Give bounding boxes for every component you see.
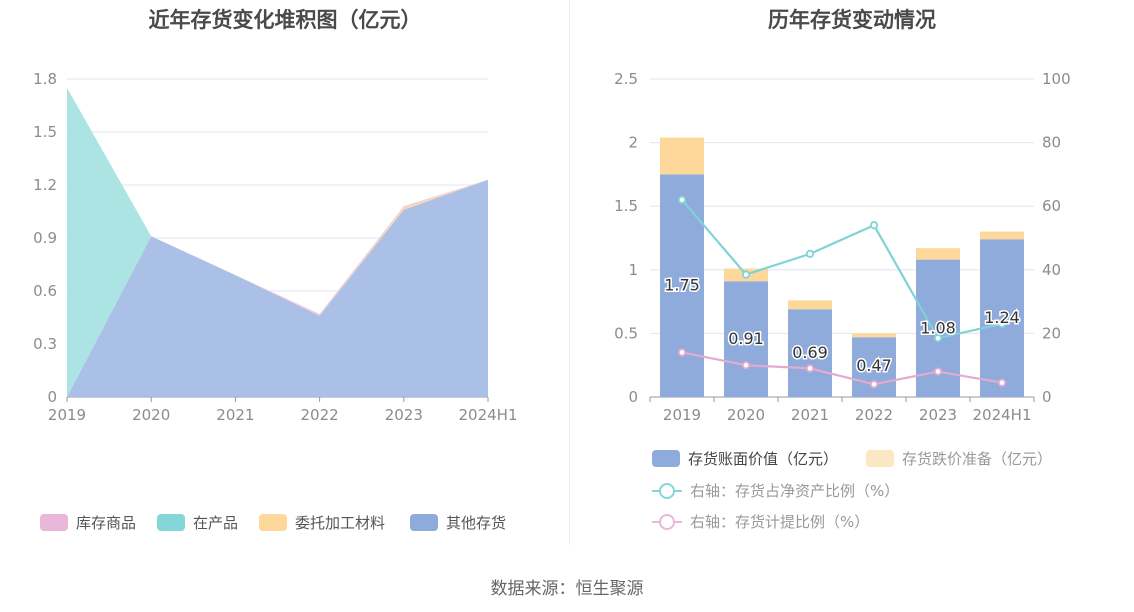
right-legend-item[interactable]: 右轴：存货计提比例（%） — [652, 511, 869, 532]
line-point — [997, 378, 1007, 387]
y2-tick-label: 20 — [1042, 324, 1061, 342]
legend-swatch — [652, 481, 682, 501]
bar-impairment — [916, 248, 960, 260]
line-point — [997, 319, 1007, 328]
line-series-1 — [681, 351, 1003, 386]
x-tick-label: 2019 — [48, 406, 86, 424]
line-point — [869, 221, 879, 230]
x-tick-label: 2022 — [855, 406, 893, 424]
bar-book-value — [788, 309, 832, 397]
line-point — [741, 361, 751, 370]
legend-label: 右轴：存货计提比例（%） — [690, 513, 870, 531]
y-tick-label: 0 — [628, 388, 638, 406]
x-tick-label: 2019 — [663, 406, 701, 424]
bar-data-label: 1.08 — [920, 318, 956, 337]
legend-label: 存货跌价准备（亿元） — [902, 450, 1053, 468]
left-legend-item[interactable]: 委托加工材料 — [259, 512, 385, 533]
bar-impairment — [788, 300, 832, 310]
bar-book-value — [660, 174, 704, 397]
data-source-note: 数据来源：恒生聚源 — [490, 579, 644, 599]
bar-impairment — [852, 333, 896, 338]
panel-divider — [569, 0, 570, 545]
line-point — [933, 367, 943, 376]
y-tick-label: 1.5 — [33, 123, 57, 141]
x-tick-label: 2021 — [216, 406, 254, 424]
line-point — [805, 249, 815, 258]
left-legend-item[interactable]: 其他存货 — [410, 512, 506, 533]
left-legend-item[interactable]: 库存商品 — [40, 512, 136, 533]
y-tick-label: 0.6 — [33, 282, 57, 300]
y-tick-label: 1 — [628, 261, 638, 279]
y-tick-label: 2.5 — [614, 70, 638, 88]
area-series-2 — [67, 179, 488, 397]
y-tick-label: 0.3 — [33, 335, 57, 353]
legend-label: 库存商品 — [76, 514, 137, 532]
legend-swatch — [259, 514, 287, 531]
legend-label: 存货账面价值（亿元） — [688, 450, 839, 468]
stacked-area-chart: 0 0.3 0.6 0.9 1.2 1.5 1.8 2019 2020 2021 2022 2023 2… — [33, 70, 518, 424]
line-point — [869, 380, 879, 389]
left-legend-item[interactable]: 在产品 — [157, 512, 238, 533]
inventory-change-panel: 历年存货变动情况 0 0.5 1 1.5 2 2.5 0 20 40 60 80 100 2019 202… — [570, 0, 1134, 560]
bar-book-value — [980, 239, 1024, 397]
right-chart-title: 历年存货变动情况 — [768, 8, 936, 32]
x-tick-label: 2021 — [791, 406, 829, 424]
y2-tick-label: 60 — [1042, 197, 1061, 215]
left-chart-legend: 库存商品 在产品 委托加工材料 其他存货 — [0, 512, 570, 536]
y-tick-label: 1.8 — [33, 70, 57, 88]
line-point — [805, 364, 815, 373]
y2-tick-label: 0 — [1042, 388, 1052, 406]
legend-label: 其他存货 — [446, 514, 507, 532]
y-tick-label: 1.2 — [33, 176, 57, 194]
y-tick-label: 1.5 — [614, 197, 638, 215]
legend-label: 右轴：存货占净资产比例（%） — [690, 482, 900, 500]
legend-label: 在产品 — [193, 514, 239, 532]
bar-data-label: 0.91 — [728, 329, 764, 348]
bar-data-label: 0.47 — [856, 356, 892, 375]
y2-tick-label: 100 — [1042, 70, 1071, 88]
bar-data-label: 0.69 — [792, 343, 828, 362]
y2-tick-label: 80 — [1042, 134, 1061, 152]
bar-impairment — [660, 137, 704, 175]
y2-tick-label: 40 — [1042, 261, 1061, 279]
line-point — [677, 195, 687, 204]
bar-data-label: 1.24 — [984, 308, 1020, 327]
bar-line-combo-chart: 0 0.5 1 1.5 2 2.5 0 20 40 60 80 100 2019 2020 2021 2022… — [614, 70, 1071, 424]
legend-swatch — [410, 514, 438, 531]
line-series-0 — [681, 199, 1003, 340]
right-legend-item[interactable]: 存货跌价准备（亿元） — [866, 448, 1052, 469]
legend-swatch — [866, 450, 894, 467]
right-legend-item[interactable]: 存货账面价值（亿元） — [652, 448, 838, 469]
bar-book-value — [724, 281, 768, 397]
x-tick-label: 2020 — [727, 406, 765, 424]
x-tick-label: 2023 — [919, 406, 957, 424]
legend-swatch — [652, 512, 682, 532]
line-point — [741, 270, 751, 279]
x-tick-label: 2022 — [301, 406, 339, 424]
area-series-0 — [67, 179, 488, 397]
x-tick-label: 2024H1 — [973, 406, 1032, 424]
line-point — [677, 348, 687, 357]
line-point — [933, 334, 943, 343]
left-chart-title: 近年存货变化堆积图（亿元） — [148, 8, 422, 32]
bar-impairment — [980, 231, 1024, 240]
y-tick-label: 2 — [628, 134, 638, 152]
legend-swatch — [40, 514, 68, 531]
x-tick-label: 2024H1 — [459, 406, 518, 424]
x-tick-label: 2020 — [132, 406, 170, 424]
legend-label: 委托加工材料 — [295, 514, 386, 532]
bar-data-label: 1.75 — [664, 276, 700, 295]
x-tick-label: 2023 — [385, 406, 423, 424]
right-chart-legend: 存货账面价值（亿元） 存货跌价准备（亿元） 右轴：存货占净资产比例（%） 右轴：存货计… — [570, 448, 1134, 538]
legend-swatch — [157, 514, 185, 531]
y-tick-label: 0.9 — [33, 229, 57, 247]
inventory-stacked-area-panel: 近年存货变化堆积图（亿元） 0 0.3 0.6 0.9 1.2 1.5 1.8 2019 202… — [0, 0, 570, 560]
right-legend-item[interactable]: 右轴：存货占净资产比例（%） — [652, 480, 899, 501]
y-tick-label: 0.5 — [614, 324, 638, 342]
y-tick-label: 0 — [47, 388, 57, 406]
legend-swatch — [652, 450, 680, 467]
